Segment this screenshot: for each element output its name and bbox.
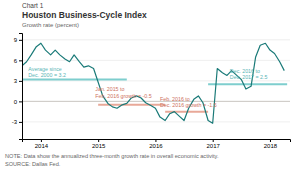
tick-mark	[270, 139, 271, 142]
source: SOURCE: Dallas Fed.	[5, 161, 61, 167]
marks	[22, 43, 290, 123]
plot: 20142015201620172018-30369Average sinceD…	[12, 34, 291, 150]
annotation: Jan. 2015 toFeb. 2016 growth = -0.5	[95, 86, 151, 98]
tick-mark	[98, 139, 99, 142]
tick-label: 2016	[149, 143, 163, 149]
tick-label: 2014	[35, 143, 49, 149]
annotation: Dec. 2016 toDec. 2017 = 2.5	[230, 68, 268, 80]
x-tick: 2018	[264, 139, 278, 149]
tick-mark	[19, 101, 22, 102]
annotations: Average sinceDec. 2000 = 3.2 Jan. 2015 to…	[28, 66, 267, 108]
title: Houston Business-Cycle Index	[22, 10, 147, 20]
y-tick: 3	[14, 78, 22, 84]
axis-domain	[23, 140, 291, 143]
grid-line	[22, 101, 290, 102]
y-tick: -3	[12, 119, 22, 125]
annotation-line: Feb. 2016 growth = -0.5	[95, 93, 151, 99]
subtitle: Chart 1	[22, 2, 44, 9]
tick-label: 6	[14, 58, 18, 64]
grid-line	[22, 60, 290, 61]
tick-label: 3	[14, 78, 18, 84]
tick-label: -3	[12, 119, 18, 125]
tick-label: 2015	[92, 143, 106, 149]
tick-mark	[19, 122, 22, 123]
tick-label: 2018	[264, 143, 278, 149]
reference-line	[22, 101, 290, 102]
y-axis: -3 0 3 6 9	[12, 34, 23, 140]
y-axis-label: Growth rate (percent)	[22, 22, 79, 28]
annotation-line: Dec. 2016 to	[230, 68, 260, 74]
annotation-line: Jan. 2015 to	[95, 86, 124, 92]
annotation-line: Average since	[28, 66, 62, 72]
annotation-line: Dec. 2000 = 3.2	[28, 72, 66, 78]
grid-line	[22, 121, 290, 122]
note: NOTE: Data show the annualized three-mon…	[5, 153, 219, 159]
reference-line	[22, 79, 127, 81]
annotation-line: Dec. 2016 growth = -1.5	[160, 102, 217, 108]
reference-line	[208, 83, 287, 85]
tick-label: 9	[14, 37, 18, 43]
x-tick: 2014	[35, 139, 49, 149]
axis-domain	[19, 34, 23, 140]
tick-mark	[19, 40, 22, 41]
chart: Chart 1Houston Business-Cycle Index Growt…	[0, 0, 298, 169]
tick-mark	[19, 81, 22, 82]
data-line	[22, 43, 284, 123]
x-axis: 2014 2015 2016 2017 2018	[23, 139, 291, 149]
y-tick: 0	[14, 99, 22, 105]
x-tick: 2016	[149, 139, 163, 149]
tick-label: 0	[14, 99, 18, 105]
tick-mark	[41, 139, 42, 142]
y-tick: 9	[14, 37, 22, 43]
x-tick: 2015	[92, 139, 106, 149]
grid-line	[22, 39, 290, 40]
annotation-line: Dec. 2017 = 2.5	[230, 74, 268, 80]
annotation: Feb. 2016 toDec. 2016 growth = -1.5	[160, 96, 217, 108]
tick-mark	[19, 60, 22, 61]
annotation: Average sinceDec. 2000 = 3.2	[28, 66, 66, 78]
y-tick: 6	[14, 58, 22, 64]
tick-mark	[155, 139, 156, 142]
tick-mark	[213, 139, 214, 142]
x-tick: 2017	[207, 139, 221, 149]
grid-line	[22, 80, 290, 81]
tick-label: 2017	[207, 143, 221, 149]
annotation-line: Feb. 2016 to	[160, 96, 190, 102]
